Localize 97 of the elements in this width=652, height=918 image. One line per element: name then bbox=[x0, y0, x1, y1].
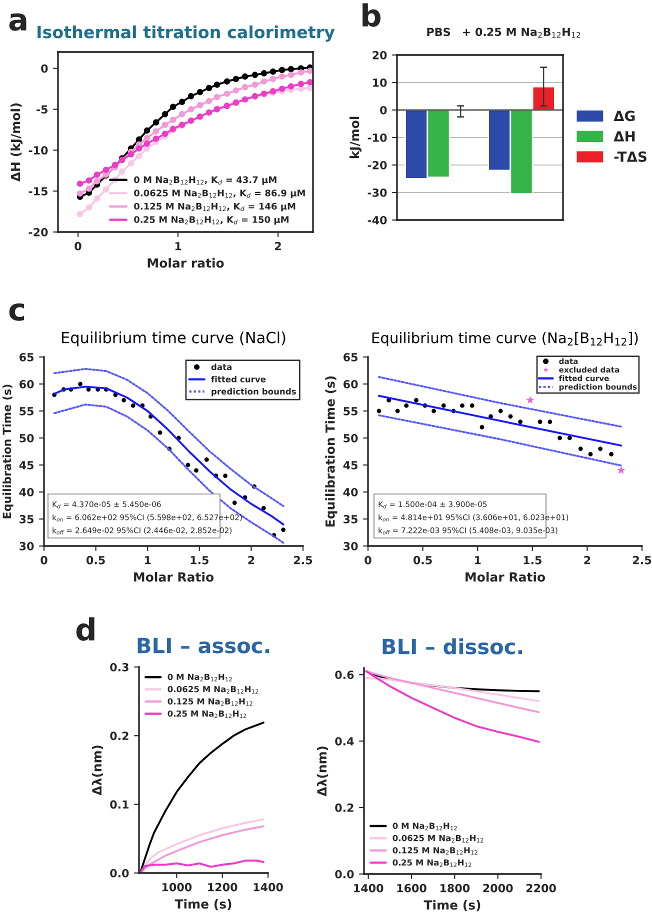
y-tick-label: 0.3 bbox=[110, 662, 128, 672]
x-tick-label: 1.5 bbox=[524, 556, 542, 564]
x-tick-label: 2200 bbox=[526, 884, 556, 892]
text: 0.0625 M Na$_{2}$B$_{12}$H$_{12}$, K$_{d}$ = 86.9 μM bbox=[134, 190, 305, 198]
legend-label: 0.0625 M Na$_{2}$B$_{12}$H$_{12}$ bbox=[392, 834, 484, 842]
y-axis-title: Equilibration Time (s) bbox=[2, 384, 14, 518]
y-tick-label: -40 bbox=[368, 216, 387, 224]
x-tick-label: 0.5 bbox=[86, 556, 105, 564]
y-tick-label: 65 bbox=[20, 352, 34, 362]
x-axis-title: Molar Ratio bbox=[466, 572, 546, 582]
x-tick-label: 1000 bbox=[162, 882, 192, 892]
y-tick-label: 40 bbox=[343, 488, 358, 496]
legend-label: prediction bounds bbox=[212, 388, 296, 396]
y-axis-title: Δλ(nm) bbox=[316, 746, 328, 796]
chart-title: Equilibrium time curve (Na$_{2}$[B$_{12}$H$_{12}$]) bbox=[372, 332, 638, 346]
y-tick-label: 30 bbox=[344, 542, 358, 550]
legend-label: -TΔS bbox=[614, 151, 646, 162]
legend-label: 0.125 M Na$_{2}$B$_{12}$H$_{12}$ bbox=[168, 698, 252, 706]
y-tick-label: 35 bbox=[344, 514, 358, 524]
legend-label: 0.25 M Na$_{2}$B$_{12}$H$_{12}$ bbox=[168, 710, 246, 718]
text: 0.125 M Na$_{2}$B$_{12}$H$_{12}$, K$_{d}$ = 146 μM bbox=[134, 202, 296, 212]
y-tick-label: 0.2 bbox=[335, 804, 354, 812]
x-tick-label: 2 bbox=[248, 556, 254, 564]
y-tick-label: 50 bbox=[20, 434, 34, 442]
x-tick-label: 2 bbox=[275, 242, 281, 250]
x-tick-label: 1 bbox=[144, 556, 151, 564]
y-tick-label: 45 bbox=[19, 461, 34, 470]
y-tick-label: 60 bbox=[344, 380, 358, 388]
legend-label: ΔH bbox=[614, 131, 635, 142]
x-tick-label: 1800 bbox=[440, 884, 470, 892]
x-tick-label: 1.5 bbox=[190, 556, 208, 564]
y-tick-label: 0 bbox=[380, 106, 387, 114]
x-tick-label: 0.5 bbox=[413, 556, 432, 564]
y-tick-label: 55 bbox=[344, 407, 358, 416]
y-axis-title: ΔH (kJ/mol) bbox=[10, 103, 23, 182]
text: b bbox=[362, 3, 380, 27]
legend-label: ΔG bbox=[614, 110, 635, 122]
x-tick-label: 1 bbox=[474, 556, 481, 564]
y-tick-label: 50 bbox=[344, 434, 358, 442]
y-tick-label: 0.2 bbox=[110, 732, 128, 740]
text: d bbox=[76, 617, 94, 641]
x-tick-label: 2.5 bbox=[294, 556, 312, 564]
y-tick-label: 0.0 bbox=[110, 868, 129, 878]
legend-label: data bbox=[211, 364, 232, 370]
y-tick-label: 0 bbox=[41, 64, 48, 73]
y-tick-label: 35 bbox=[20, 514, 34, 524]
x-tick-label: 1400 bbox=[354, 884, 384, 892]
legend-label: fitted curve bbox=[211, 376, 266, 382]
chart-title: Isothermal titration calorimetry bbox=[38, 25, 335, 42]
y-tick-label: -20 bbox=[368, 160, 387, 170]
x-tick-label: 1200 bbox=[208, 882, 238, 892]
y-tick-label: 55 bbox=[20, 407, 34, 416]
x-tick-label: 0 bbox=[74, 242, 82, 250]
y-tick-label: -30 bbox=[368, 188, 387, 197]
x-tick-label: PBS bbox=[427, 28, 450, 36]
y-axis-title: Equilibration Time (s) bbox=[325, 376, 338, 527]
legend-label: 0.25 M Na$_{2}$B$_{12}$H$_{12}$ bbox=[392, 859, 472, 867]
y-tick-label: 0.1 bbox=[110, 800, 129, 809]
text: 0 M Na$_{2}$B$_{12}$H$_{12}$, K$_{d}$ = 43.7 μM bbox=[134, 176, 276, 185]
y-tick-label: 30 bbox=[20, 542, 34, 550]
y-tick-label: -10 bbox=[28, 146, 48, 155]
x-axis-title: Time (s) bbox=[424, 900, 480, 912]
x-axis-title: Time (s) bbox=[174, 899, 232, 910]
x-tick-label: 1 bbox=[175, 242, 182, 250]
x-tick-label: + 0.25 M Na$_{2}$B$_{12}$H$_{12}$ bbox=[462, 28, 580, 38]
x-axis-title: Molar ratio bbox=[148, 258, 224, 268]
y-tick-label: -5 bbox=[36, 105, 48, 114]
x-tick-label: 2000 bbox=[483, 884, 513, 892]
y-tick-label: 0.6 bbox=[335, 670, 354, 680]
x-tick-label: 2 bbox=[584, 556, 590, 564]
x-axis-title: Molar Ratio bbox=[134, 572, 214, 582]
y-tick-label: 60 bbox=[20, 380, 34, 388]
y-tick-label: -20 bbox=[28, 228, 48, 236]
y-tick-label: 20 bbox=[372, 50, 387, 60]
y-tick-label: 45 bbox=[343, 461, 358, 470]
chart-title: BLI – assoc. bbox=[138, 638, 270, 654]
legend-label: 0.0625 M Na$_{2}$B$_{12}$H$_{12}$ bbox=[168, 686, 258, 694]
y-axis-title: kJ/mol bbox=[350, 116, 362, 158]
x-tick-label: 1600 bbox=[397, 884, 426, 892]
y-axis-title: Δλ(nm) bbox=[92, 746, 104, 796]
y-tick-label: -15 bbox=[28, 187, 48, 196]
x-tick-label: 2.5 bbox=[633, 556, 652, 564]
text: a bbox=[9, 13, 26, 31]
legend-label: 0 M Na$_{2}$B$_{12}$H$_{12}$ bbox=[168, 674, 232, 682]
y-tick-label: 0.0 bbox=[335, 870, 354, 878]
y-tick-label: 10 bbox=[373, 78, 387, 87]
x-tick-label: 1400 bbox=[254, 882, 283, 892]
legend-label: 0 M Na$_{2}$B$_{12}$H$_{12}$ bbox=[392, 822, 457, 830]
y-tick-label: 0.4 bbox=[335, 737, 354, 746]
legend-label: 0.125 M Na$_{2}$B$_{12}$H$_{12}$ bbox=[392, 847, 478, 855]
y-tick-label: -10 bbox=[368, 133, 387, 142]
chart-title: BLI – dissoc. bbox=[382, 638, 522, 654]
text: c bbox=[9, 303, 24, 321]
text: 0.25 M Na$_{2}$B$_{12}$H$_{12}$, K$_{d}$ = 150 μM bbox=[134, 216, 288, 225]
chart-title: Equilibrium time curve (NaCl) bbox=[62, 332, 286, 346]
y-tick-label: 40 bbox=[19, 488, 34, 496]
y-tick-label: 65 bbox=[344, 352, 358, 362]
